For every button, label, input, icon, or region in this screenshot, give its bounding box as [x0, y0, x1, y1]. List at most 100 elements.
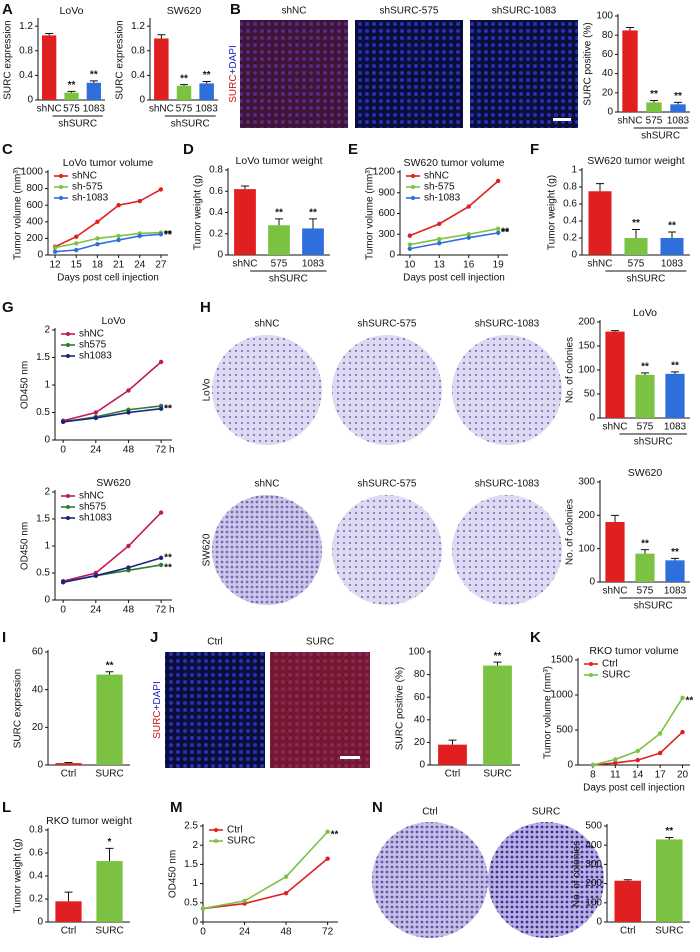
- significance: **: [164, 230, 172, 241]
- x-tick-label: 24: [239, 927, 251, 938]
- bar: [655, 839, 683, 922]
- bar: [176, 85, 192, 100]
- legend-marker: [66, 505, 70, 509]
- x-tick-label: 27: [155, 260, 167, 271]
- point: [95, 219, 100, 224]
- chart-title: SW620 tumor volume: [404, 157, 505, 169]
- error-bar: [596, 183, 604, 192]
- legend-marker: [411, 185, 415, 189]
- x-tick-label: 48: [123, 445, 135, 456]
- legend-label: SURC: [602, 670, 630, 681]
- point: [200, 906, 206, 911]
- point: [60, 579, 66, 585]
- y-tick-label: 40: [602, 68, 614, 79]
- x-tick-label: 1083: [664, 422, 687, 433]
- significance: **: [501, 228, 509, 239]
- series-line: [63, 557, 162, 583]
- y-tick-label: 150: [578, 341, 595, 352]
- legend-label: shNC: [424, 171, 449, 182]
- x-tick-label: 12: [49, 260, 61, 271]
- y-axis-label: Tumor weight (g): [193, 175, 204, 250]
- y-tick-label: 800: [26, 183, 43, 194]
- series-line: [62, 511, 162, 582]
- significance: *: [108, 837, 112, 848]
- point: [466, 235, 471, 240]
- point: [158, 555, 164, 561]
- panel-letter: A: [2, 1, 13, 18]
- x-tick-label: 575: [63, 104, 80, 115]
- row-label: LoVo: [202, 378, 213, 401]
- significance: **: [164, 553, 172, 564]
- y-tick-label: 1200: [373, 167, 396, 178]
- x-tick-label: 1083: [667, 116, 690, 127]
- point: [126, 410, 131, 415]
- y-tick-label: 500: [556, 725, 573, 736]
- y-tick-label: 400: [26, 216, 43, 227]
- y-tick-label: 300: [378, 229, 395, 240]
- legend-label: shNC: [79, 491, 104, 502]
- y-tick-label: 60: [414, 692, 426, 703]
- image-label: shNC: [254, 319, 279, 330]
- bar: [635, 553, 655, 582]
- significance: **: [331, 829, 339, 840]
- y-tick-label: 0: [596, 917, 602, 928]
- x-tick-label: 1083: [661, 259, 684, 270]
- y-tick-label: 1: [571, 165, 577, 176]
- point: [158, 562, 164, 568]
- y-tick-label: 1500: [551, 655, 574, 666]
- y-tick-label: 500: [585, 821, 602, 832]
- y-tick-label: 0: [389, 250, 395, 261]
- y-axis-label: SURC expression: [13, 669, 24, 748]
- group-label: shSURC: [171, 119, 210, 130]
- x-axis-label: Days post cell injection: [57, 273, 159, 284]
- y-tick-label: 80: [602, 30, 614, 41]
- point: [158, 406, 164, 411]
- point: [95, 236, 100, 241]
- significance: **: [90, 70, 98, 81]
- legend-marker: [66, 516, 70, 520]
- chart-title: LoVo tumor weight: [236, 155, 323, 167]
- y-tick-label: 200: [578, 317, 595, 328]
- y-tick-label: 1: [44, 380, 50, 391]
- point: [613, 757, 618, 762]
- point: [137, 233, 142, 239]
- legend-marker: [411, 174, 415, 178]
- chart-title: LoVo: [633, 307, 657, 319]
- y-axis-label: OD450 nm: [20, 522, 31, 570]
- panel-letter: L: [2, 799, 11, 816]
- y-tick-label: 0.8: [19, 45, 33, 56]
- x-tick-label: Ctrl: [61, 769, 77, 780]
- y-tick-label: 100: [585, 897, 602, 908]
- y-tick-label: 0.8: [29, 825, 43, 836]
- y-tick-label: 40: [414, 714, 426, 725]
- bar: [154, 38, 169, 100]
- significance: **: [164, 229, 172, 240]
- y-tick-label: 1: [192, 878, 198, 889]
- y-axis-label: Tumor weight (g): [547, 175, 558, 250]
- error-bar: [671, 371, 679, 374]
- image-label: shSURC-1083: [475, 479, 540, 490]
- error-bar: [180, 84, 188, 86]
- point: [635, 757, 640, 763]
- y-axis-label: OD450 nm: [20, 361, 31, 409]
- x-tick-label: 72 h: [155, 445, 174, 456]
- error-bar: [668, 231, 676, 238]
- bar: [605, 331, 625, 418]
- bar: [86, 82, 101, 100]
- legend-label: shNC: [72, 171, 97, 182]
- group-label: shSURC: [634, 601, 673, 612]
- point: [283, 874, 289, 879]
- y-tick-label: 0: [607, 107, 613, 118]
- error-bar: [105, 847, 114, 862]
- legend-marker: [589, 662, 593, 666]
- x-tick-label: 1083: [302, 259, 325, 270]
- significance: **: [203, 70, 211, 81]
- y-tick-label: 0.6: [563, 199, 577, 210]
- x-tick-label: 575: [176, 104, 193, 115]
- chart-title: SW620: [628, 467, 663, 479]
- x-tick-label: 24: [90, 445, 102, 456]
- y-tick-label: 0: [419, 760, 425, 771]
- x-tick-label: 15: [71, 260, 83, 271]
- legend-label: sh-575: [72, 182, 103, 193]
- point: [613, 760, 618, 766]
